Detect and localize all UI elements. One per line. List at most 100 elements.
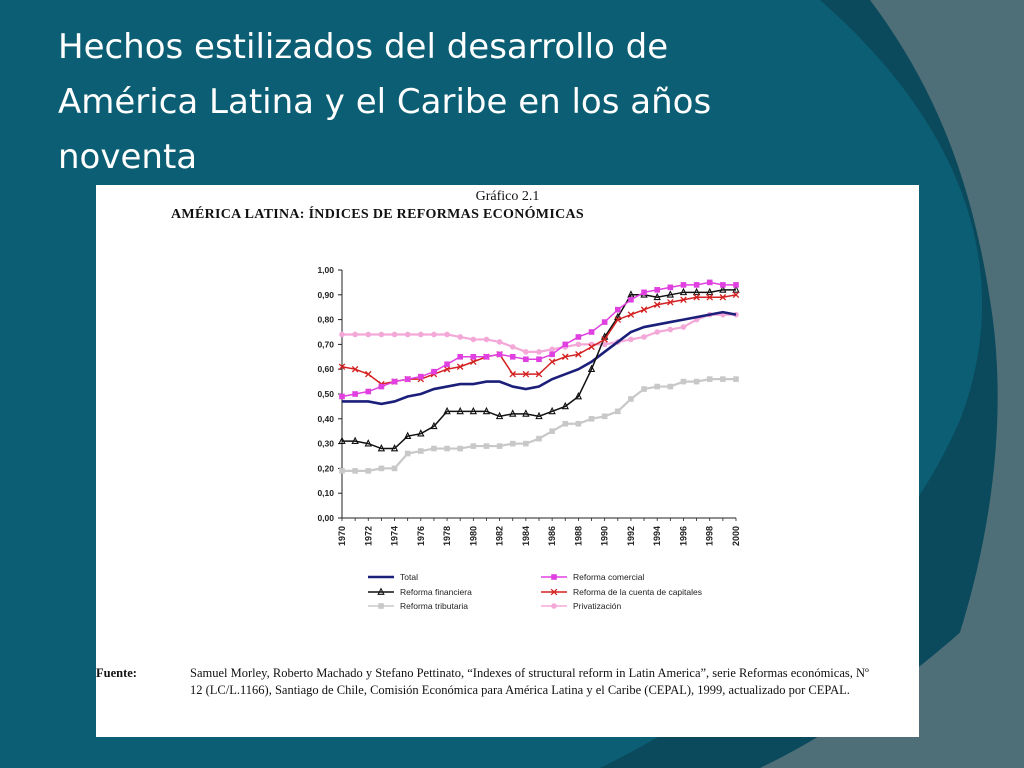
x-tick-label: 1992	[626, 526, 636, 546]
x-tick-label: 1972	[363, 526, 373, 546]
data-point-tributaria	[365, 468, 372, 474]
data-point-comercial	[444, 361, 450, 368]
data-point-comercial	[706, 279, 713, 286]
data-point-comercial	[536, 356, 542, 363]
data-point-comercial	[562, 341, 569, 348]
data-point-tributaria	[654, 383, 660, 390]
data-point-privatizacion	[601, 341, 608, 348]
data-point-financiera	[390, 444, 399, 452]
data-point-comercial	[391, 378, 398, 385]
data-point-comercial	[352, 391, 358, 397]
data-point-capitales	[470, 358, 477, 366]
data-point-privatizacion	[431, 331, 437, 338]
figure-title: AMÉRICA LATINA: ÍNDICES DE REFORMAS ECON…	[171, 207, 584, 222]
data-point-privatizacion	[418, 331, 424, 338]
data-point-privatizacion	[496, 339, 503, 345]
data-point-financiera	[482, 406, 491, 415]
x-tick-label: 1974	[390, 526, 400, 546]
data-point-tributaria	[720, 376, 726, 382]
data-point-tributaria	[628, 396, 634, 402]
legend-label: Reforma financiera	[400, 587, 472, 597]
series-tributaria	[339, 376, 739, 474]
data-point-comercial	[549, 351, 555, 358]
y-tick-label: 0,20	[317, 463, 334, 473]
x-tick-label: 1970	[337, 526, 347, 546]
legend-item-capitales: Reforma de la cuenta de capitales	[541, 587, 702, 597]
x-tick-label: 1984	[521, 526, 531, 546]
series-total	[342, 310, 737, 406]
data-point-comercial	[575, 334, 582, 340]
data-point-financiera	[430, 421, 438, 430]
legend-item-privatizacion: Privatización	[541, 601, 621, 611]
data-point-financiera	[653, 292, 661, 301]
data-point-comercial	[641, 289, 647, 296]
data-point-privatizacion	[509, 344, 516, 350]
data-point-financiera	[364, 439, 372, 447]
data-point-tributaria	[601, 413, 608, 420]
data-point-comercial	[628, 296, 634, 303]
legend-marker-tributaria	[378, 603, 384, 609]
data-point-financiera	[719, 285, 727, 293]
data-point-financiera	[417, 429, 425, 437]
data-point-comercial	[667, 284, 674, 291]
legend-item-comercial: Reforma comercial	[541, 572, 644, 582]
data-point-comercial	[339, 393, 345, 400]
series-comercial	[339, 279, 739, 400]
y-tick-label: 0,00	[317, 513, 334, 523]
data-point-privatizacion	[575, 341, 582, 348]
decorative-arc-inner	[870, 0, 1024, 690]
y-tick-label: 0,30	[317, 439, 334, 449]
data-point-tributaria	[496, 443, 503, 449]
data-point-tributaria	[588, 416, 595, 422]
x-tick-label: 1982	[495, 526, 505, 546]
data-point-comercial	[470, 354, 477, 360]
x-tick-label: 2000	[731, 526, 741, 546]
data-point-comercial	[418, 373, 424, 380]
data-point-financiera	[692, 287, 701, 296]
data-point-comercial	[509, 354, 516, 360]
data-point-capitales	[443, 365, 451, 373]
x-tick-label: 1980	[468, 526, 478, 546]
data-point-tributaria	[562, 420, 569, 427]
data-point-privatizacion	[365, 331, 372, 338]
data-point-privatizacion	[339, 331, 345, 338]
y-tick-label: 0,10	[317, 488, 334, 498]
data-point-privatizacion	[404, 331, 411, 338]
data-point-comercial	[457, 354, 463, 360]
slide-title: Hechos estilizados del desarrollo de Amé…	[58, 27, 712, 177]
data-point-financiera	[377, 444, 386, 452]
figure-panel: Gráfico 2.1 AMÉRICA LATINA: ÍNDICES DE R…	[96, 185, 919, 737]
data-point-financiera	[338, 436, 346, 444]
data-point-financiera	[587, 364, 596, 373]
data-point-financiera	[456, 406, 464, 415]
x-tick-label: 1994	[652, 526, 662, 546]
data-point-privatizacion	[654, 329, 660, 335]
legend-marker-capitales	[550, 588, 558, 596]
data-point-tributaria	[680, 378, 687, 385]
data-point-tributaria	[549, 428, 555, 434]
data-point-financiera	[522, 409, 530, 417]
series-line-financiera	[342, 289, 736, 450]
y-tick-label: 0,70	[317, 339, 334, 349]
data-point-privatizacion	[641, 334, 647, 340]
reform-index-chart: 0,00 0,10 0,20 0,30 0,40 0,50 0,60 0,70 0,80 0,90…	[317, 265, 741, 611]
data-point-capitales	[667, 298, 674, 306]
data-point-privatizacion	[483, 336, 490, 343]
figure-number: Gráfico 2.1	[475, 189, 540, 204]
data-point-tributaria	[404, 450, 411, 457]
data-point-comercial	[680, 282, 687, 288]
data-point-comercial	[693, 282, 700, 288]
data-point-capitales	[562, 353, 569, 361]
data-point-capitales	[548, 358, 556, 366]
data-point-financiera	[732, 285, 740, 293]
data-point-privatizacion	[391, 331, 398, 338]
data-point-comercial	[588, 329, 595, 335]
data-point-capitales	[456, 363, 464, 370]
data-point-comercial	[615, 306, 621, 313]
data-point-tributaria	[339, 468, 345, 474]
legend-label: Reforma de la cuenta de capitales	[573, 587, 702, 597]
series-line-comercial	[341, 281, 736, 398]
x-tick-label: 1986	[547, 526, 557, 546]
data-point-tributaria	[378, 465, 385, 472]
series-line-total	[342, 310, 737, 406]
